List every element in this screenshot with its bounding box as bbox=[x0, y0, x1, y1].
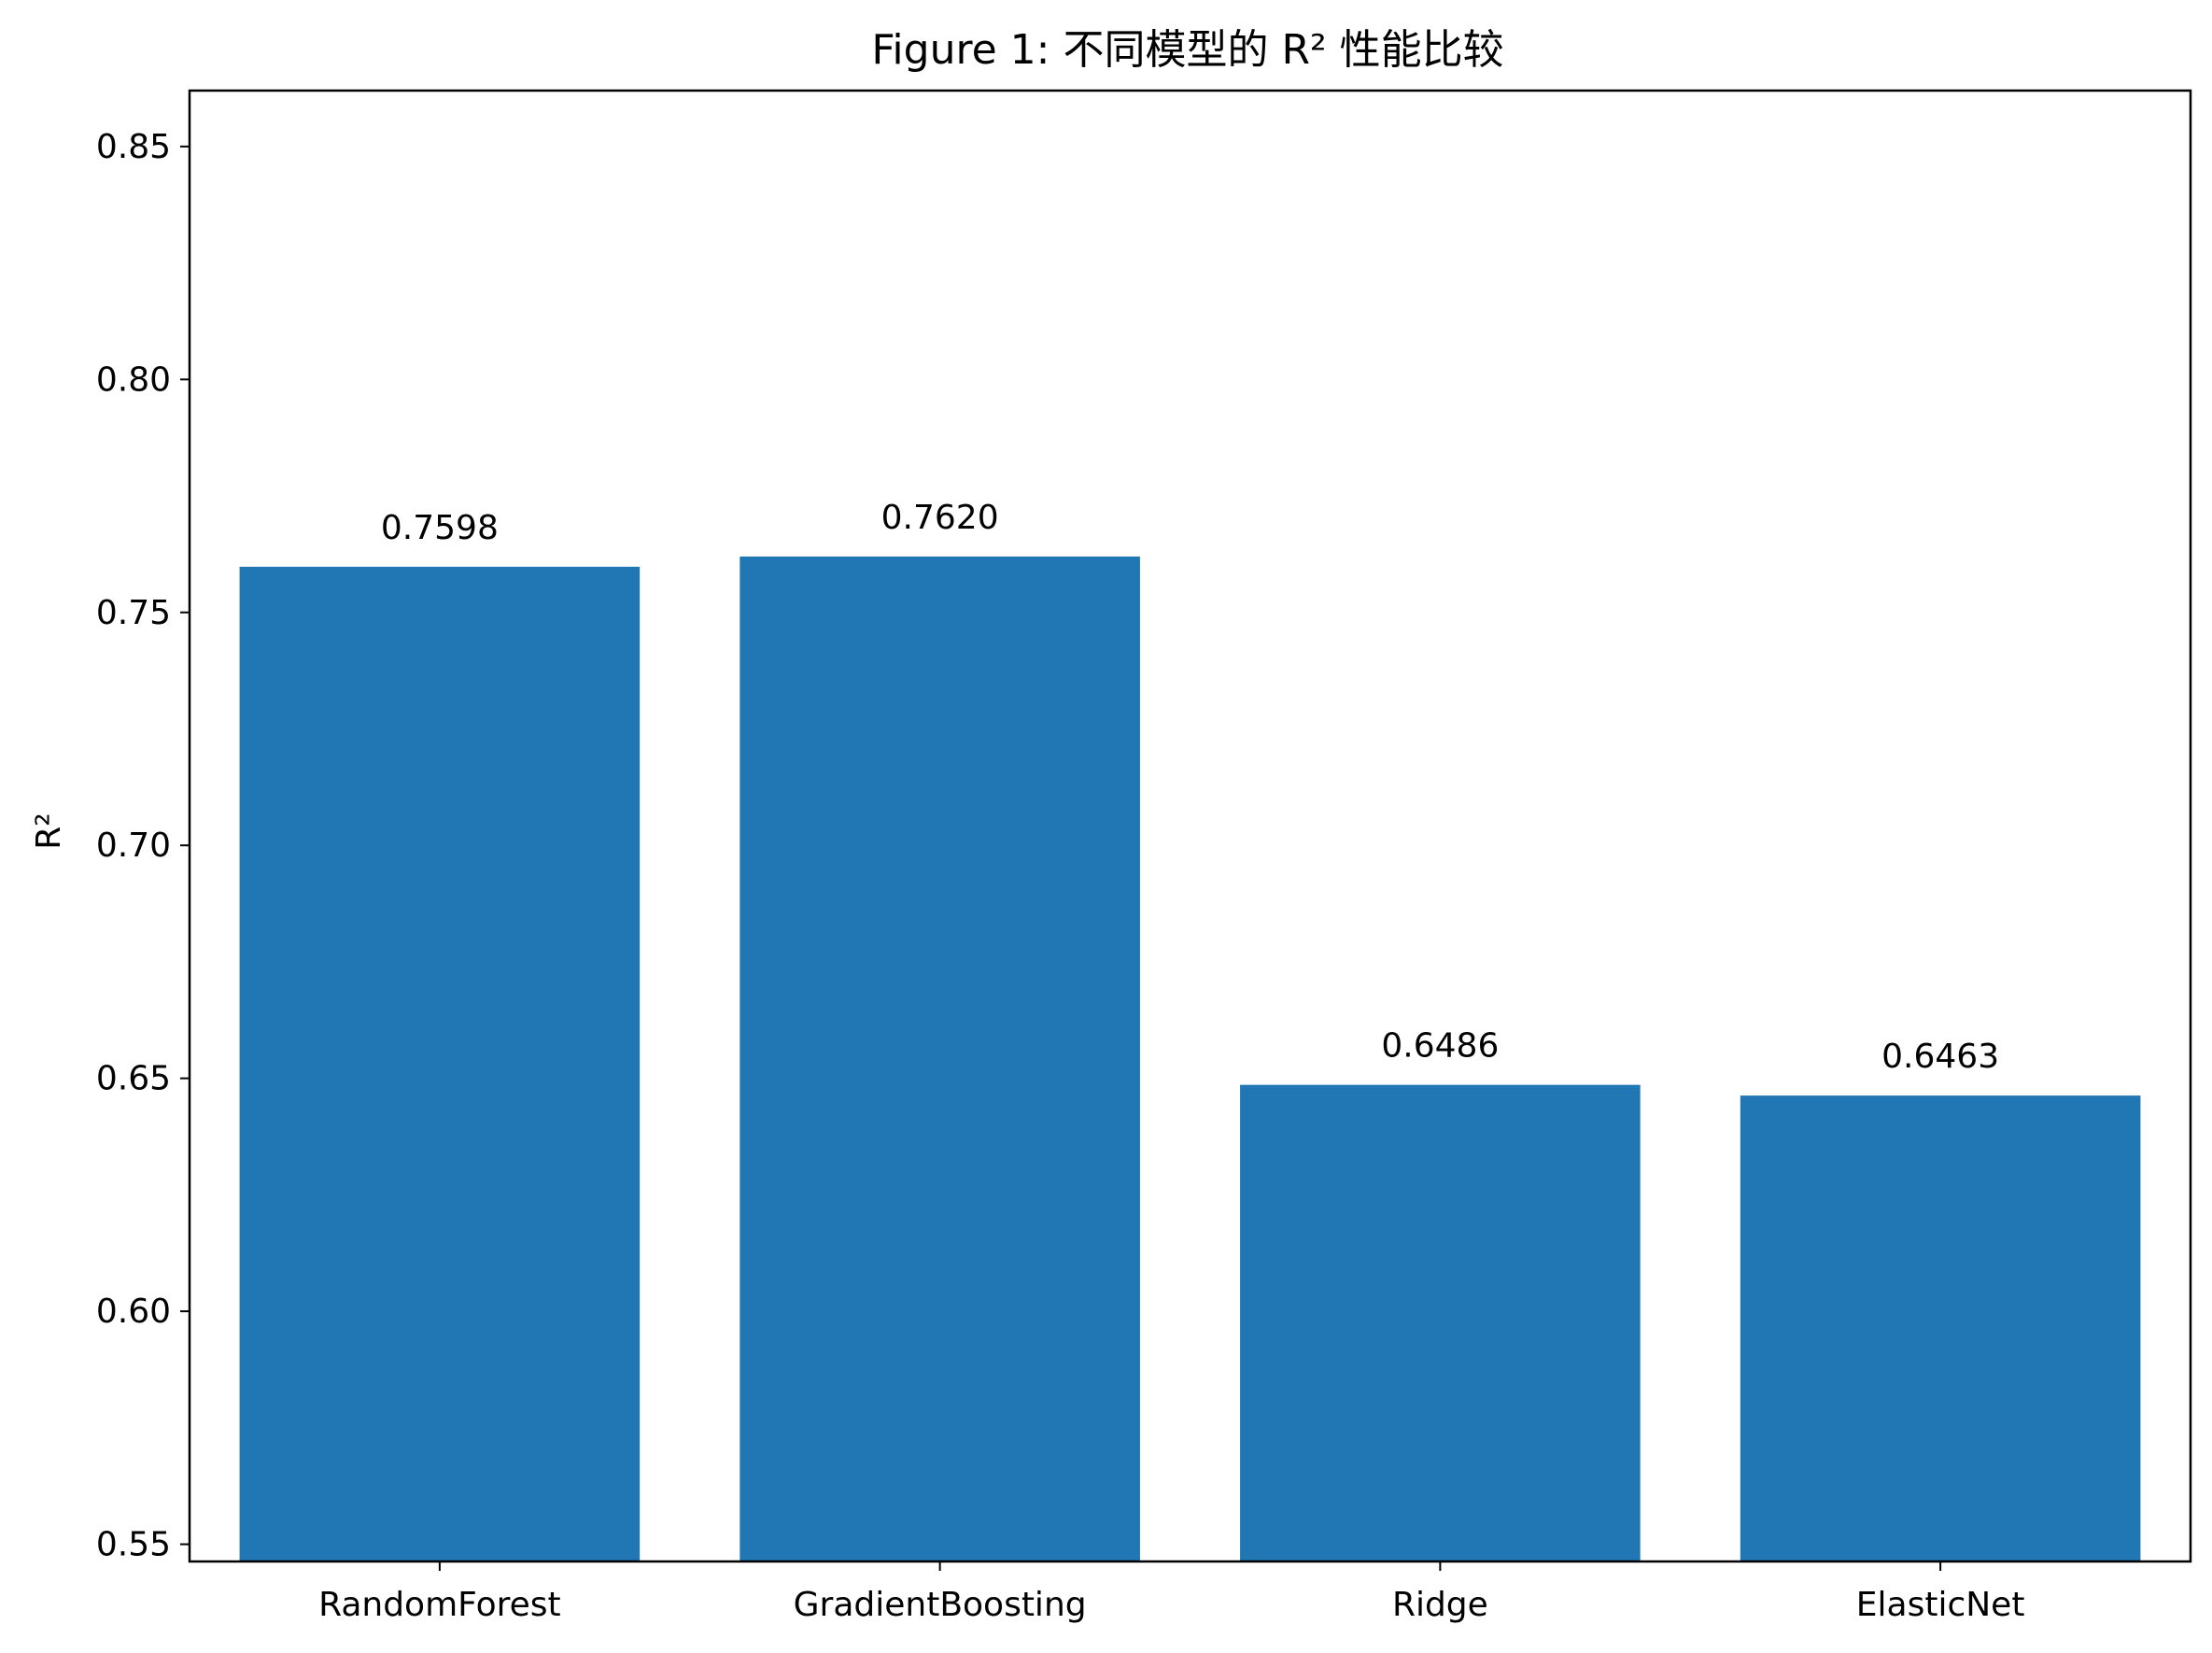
bar-elasticnet bbox=[1740, 1095, 2141, 1561]
x-tick-label: GradientBoosting bbox=[794, 1586, 1087, 1624]
y-axis-label: R² bbox=[30, 812, 68, 849]
bar-value-label: 0.7620 bbox=[881, 499, 999, 537]
y-tick-label: 0.65 bbox=[96, 1060, 171, 1098]
y-tick-label: 0.75 bbox=[96, 594, 171, 632]
y-tick-label: 0.70 bbox=[96, 826, 171, 865]
chart-title: Figure 1: 不同模型的 R² 性能比较 bbox=[871, 26, 1503, 74]
y-tick-label: 0.85 bbox=[96, 128, 171, 166]
x-tick-label: Ridge bbox=[1392, 1586, 1488, 1624]
bars-group bbox=[239, 556, 2141, 1561]
bar-labels-group: 0.7598 0.7620 0.6486 0.6463 bbox=[381, 499, 1999, 1076]
bar-value-label: 0.6486 bbox=[1381, 1027, 1499, 1066]
y-tick-label: 0.60 bbox=[96, 1293, 171, 1331]
bar-gradientboosting bbox=[740, 556, 1140, 1561]
y-axis-ticks: 0.55 0.60 0.65 0.70 0.75 0.80 0.85 bbox=[96, 128, 190, 1564]
bar-value-label: 0.6463 bbox=[1881, 1038, 1999, 1076]
bar-ridge bbox=[1240, 1084, 1641, 1561]
x-axis-ticks: RandomForest GradientBoosting Ridge Elastic… bbox=[318, 1561, 2024, 1624]
x-tick-label: ElasticNet bbox=[1856, 1586, 2025, 1624]
x-tick-label: RandomForest bbox=[318, 1586, 561, 1624]
plot-area-frame bbox=[188, 89, 2192, 1563]
y-tick-label: 0.55 bbox=[96, 1526, 171, 1564]
bar-randomforest bbox=[239, 566, 641, 1561]
bar-value-label: 0.7598 bbox=[381, 509, 499, 547]
y-tick-label: 0.80 bbox=[96, 360, 171, 399]
